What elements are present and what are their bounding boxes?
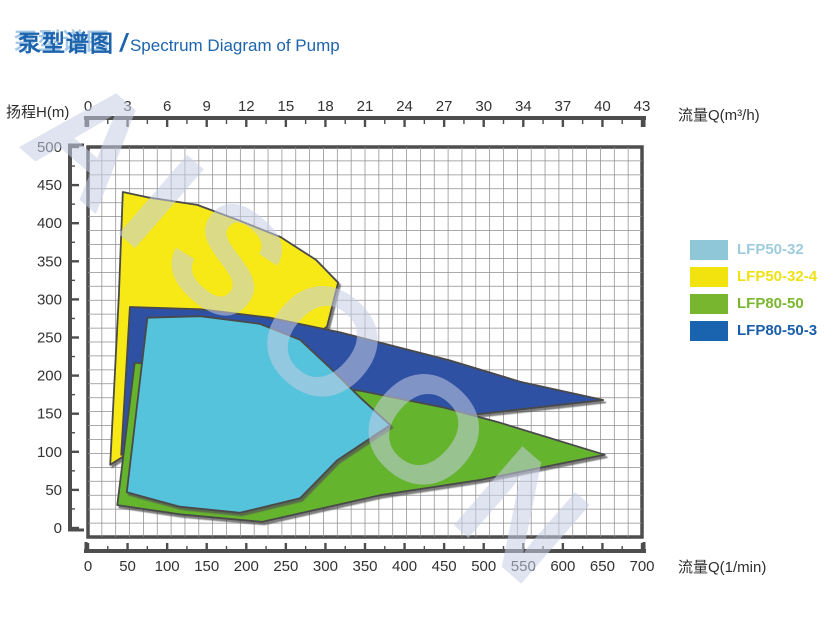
left-axis-tick-label: 200 — [37, 368, 62, 385]
left-axis-tick-label: 500 — [37, 139, 62, 156]
top-axis-tick-label: 24 — [396, 98, 413, 115]
legend-swatch-2 — [690, 293, 728, 314]
legend-label-3: LFP80-50-3 — [737, 322, 818, 339]
bottom-axis-tick-label: 100 — [155, 558, 180, 575]
top-axis-tick-label: 40 — [594, 98, 611, 115]
title-slash: / — [120, 29, 127, 57]
top-axis-tick-label: 21 — [357, 98, 374, 115]
bottom-axis-tick-label: 250 — [273, 558, 298, 575]
top-axis-tick-label: 9 — [203, 98, 211, 115]
top-axis-tick-label: 15 — [278, 98, 295, 115]
legend-swatch-1 — [690, 266, 728, 287]
bottom-axis-tick-label: 50 — [119, 558, 136, 575]
bottom-axis-tick-label: 350 — [352, 558, 377, 575]
bottom-axis-tick-label: 550 — [511, 558, 536, 575]
bottom-axis-tick-label: 400 — [392, 558, 417, 575]
page-title: 泵型谱图 / Spectrum Diagram of Pump — [18, 24, 340, 58]
top-axis-tick-label: 3 — [123, 98, 131, 115]
left-axis-tick-label: 150 — [37, 406, 62, 423]
bottom-axis-tick-label: 700 — [629, 558, 654, 575]
y-axis-label: 扬程H(m) — [6, 104, 70, 121]
left-axis-tick-label: 350 — [37, 253, 62, 270]
top-axis-tick-label: 37 — [555, 98, 572, 115]
legend-item-2: LFP80-50 — [690, 290, 817, 317]
bottom-axis-tick-label: 600 — [550, 558, 575, 575]
legend-label-0: LFP50-32 — [737, 241, 804, 258]
bottom-axis-tick-label: 0 — [84, 558, 92, 575]
left-axis-tick-label: 100 — [37, 444, 62, 461]
bottom-axis-label: 流量Q(1/min) — [678, 559, 767, 576]
bottom-axis-tick-label: 300 — [313, 558, 338, 575]
series-area-LFP50-32 — [125, 315, 392, 514]
left-axis-tick-label: 450 — [37, 177, 62, 194]
left-axis-tick-label: 50 — [45, 482, 62, 499]
series-areas — [109, 191, 606, 523]
bottom-axis-tick-label: 200 — [234, 558, 259, 575]
legend-label-1: LFP50-32-4 — [737, 268, 818, 285]
legend-swatch-0 — [690, 239, 728, 260]
legend-item-0: LFP50-32 — [690, 236, 817, 263]
left-axis-tick-label: 400 — [37, 215, 62, 232]
top-axis-label: 流量Q(m³/h) — [678, 107, 760, 124]
top-axis: 0 3 6 9 12 15 18 21 24 27 30 34 37 40 43 — [84, 98, 651, 127]
top-axis-tick-label: 43 — [634, 98, 651, 115]
bottom-axis-tick-label: 650 — [590, 558, 615, 575]
left-axis-tick-label: 300 — [37, 291, 62, 308]
bottom-axis-tick-label: 450 — [432, 558, 457, 575]
legend-item-1: LFP50-32-4 — [690, 263, 817, 290]
left-axis-tick-label: 250 — [37, 330, 62, 347]
legend: LFP50-32 LFP50-32-4 LFP80-50 LFP80-50-3 — [690, 236, 817, 344]
top-axis-tick-label: 6 — [163, 98, 171, 115]
bottom-axis: 0 50 100 150 200 250 300 350 400 450 500 550 600 650 7… — [84, 542, 655, 575]
legend-swatch-3 — [690, 320, 728, 341]
bottom-axis-tick-label: 500 — [471, 558, 496, 575]
top-axis-tick-label: 18 — [317, 98, 334, 115]
legend-label-2: LFP80-50 — [737, 295, 804, 312]
bottom-axis-tick-label: 150 — [194, 558, 219, 575]
title-chinese: 泵型谱图 — [18, 30, 114, 56]
top-axis-tick-label: 34 — [515, 98, 532, 115]
legend-item-3: LFP80-50-3 — [690, 317, 817, 344]
top-axis-tick-label: 12 — [238, 98, 255, 115]
left-axis-tick-label: 0 — [54, 520, 62, 537]
title-english: Spectrum Diagram of Pump — [129, 36, 340, 55]
top-axis-tick-label: 30 — [475, 98, 492, 115]
top-axis-tick-label: 0 — [84, 98, 92, 115]
top-axis-tick-label: 27 — [436, 98, 453, 115]
